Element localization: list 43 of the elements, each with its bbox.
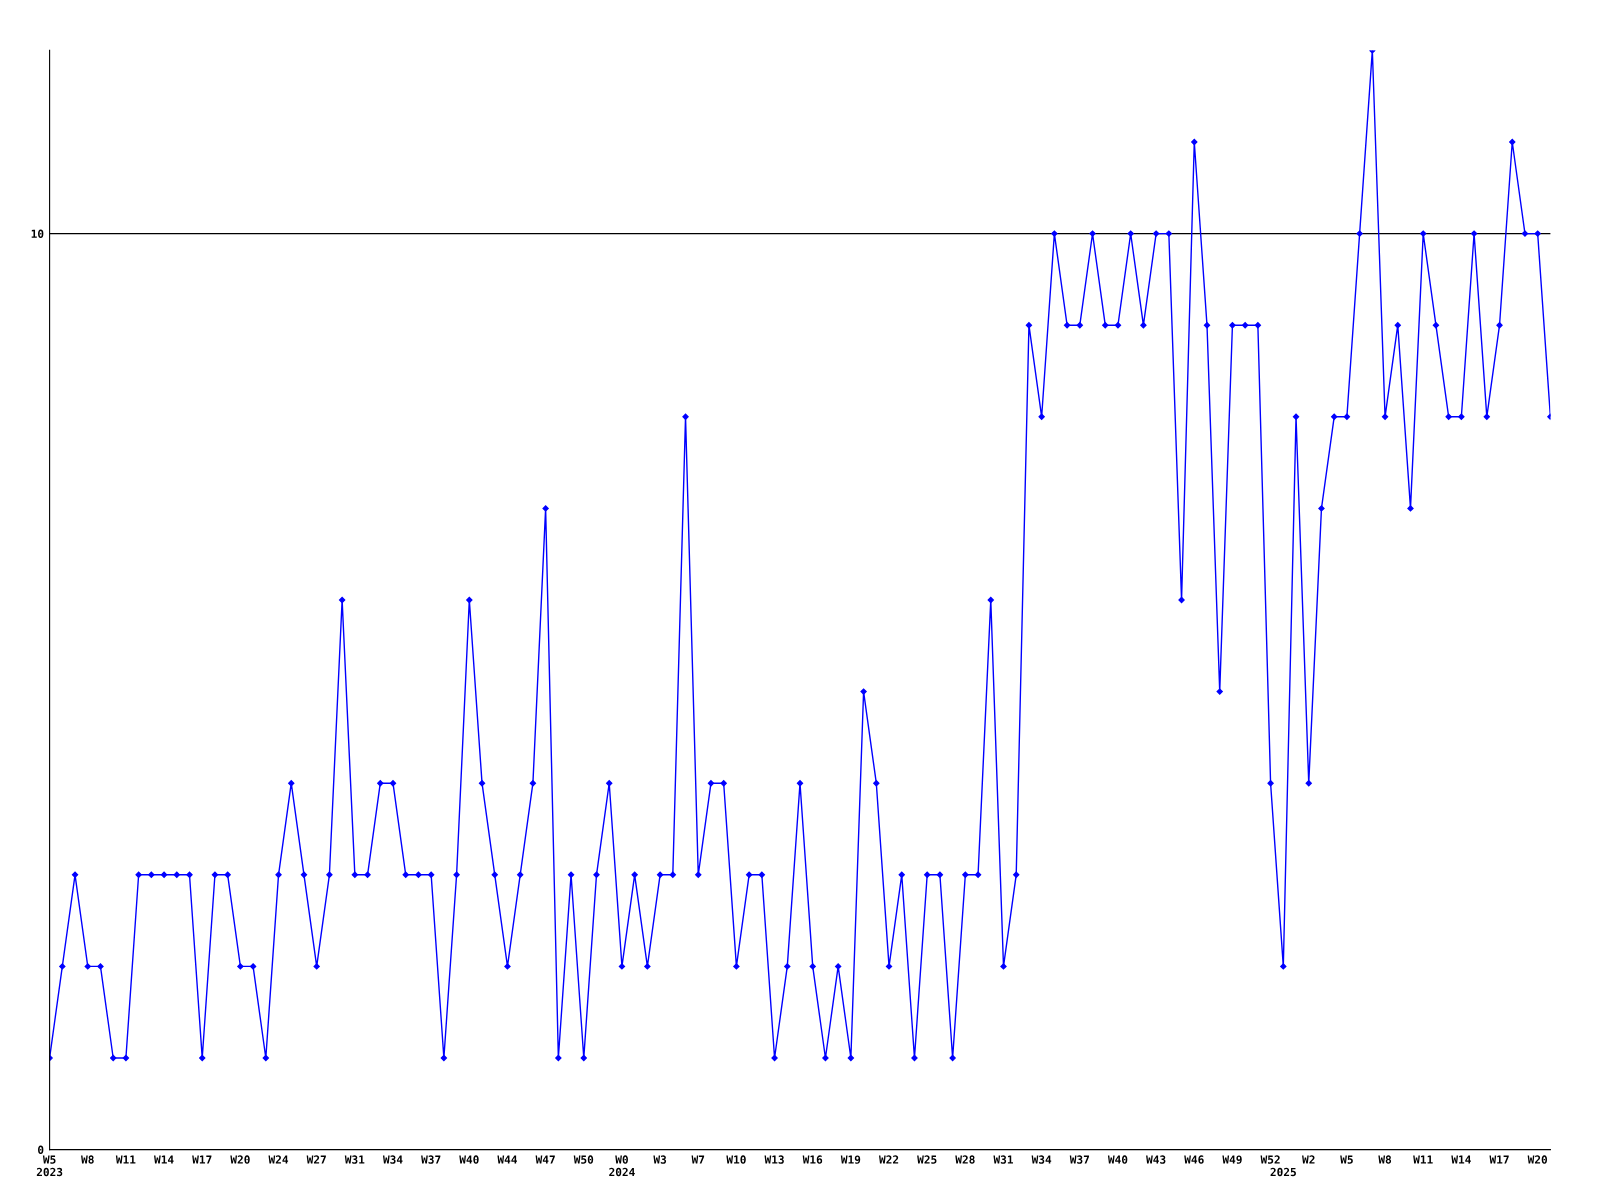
x-tick-label: W27 <box>306 1155 326 1164</box>
x-tick-label: W14 <box>154 1155 174 1164</box>
x-tick-label: W34 <box>1031 1155 1052 1164</box>
x-tick-label: W44 <box>497 1155 518 1164</box>
x-tick-label: W49 <box>1222 1155 1242 1164</box>
x-tick-label: W47 <box>535 1155 555 1164</box>
x-tick-label: W31 <box>344 1155 365 1164</box>
x-tick-label: W52 <box>1260 1155 1280 1164</box>
x-tick-label: W40 <box>459 1155 479 1164</box>
y-tick-label: 0 <box>38 1145 44 1154</box>
x-tick-label: W5 2023 <box>36 1155 63 1177</box>
x-tick-label: W14 <box>1451 1155 1471 1164</box>
x-tick-label: W50 <box>573 1155 594 1164</box>
x-tick-label: W5 <box>1340 1155 1353 1164</box>
x-tick-label: W31 <box>993 1155 1013 1164</box>
x-tick-label: W40 <box>1107 1155 1128 1164</box>
x-tick-label: W2 <box>1302 1155 1315 1164</box>
x-tick-label: W11 <box>115 1155 136 1164</box>
x-tick-label: W28 <box>955 1155 975 1164</box>
x-tick-label: W37 <box>421 1155 441 1164</box>
x-tick-label: W17 <box>1489 1155 1509 1164</box>
x-tick-label: W46 <box>1184 1155 1204 1164</box>
x-tick-label: W8 <box>81 1155 94 1164</box>
x-tick-label: W8 <box>1378 1155 1392 1164</box>
x-tick-label: W17 <box>192 1155 212 1164</box>
x-tick-label: W0 2024 <box>609 1155 635 1177</box>
x-tick-label: W34 <box>382 1155 403 1164</box>
x-tick-label: W7 <box>691 1155 705 1164</box>
x-tick-label: W16 <box>802 1155 823 1164</box>
x-tick-label: W22 <box>879 1155 899 1164</box>
x-tick-label: W20 <box>1527 1155 1548 1164</box>
x-tick-label: W24 <box>268 1155 289 1164</box>
y-tick-label: 10 <box>31 229 44 238</box>
x-tick-label: W19 <box>840 1155 861 1164</box>
x-tick-label: W20 <box>230 1155 250 1164</box>
x-tick-label: W25 <box>917 1155 937 1164</box>
x-tick-label: W37 <box>1069 1155 1090 1164</box>
x-tick-label: W11 <box>1413 1155 1433 1164</box>
x-tick-label: W3 <box>653 1155 667 1164</box>
x-tick-label: W10 <box>726 1155 746 1164</box>
x-tick-label: 2025 <box>1270 1167 1296 1177</box>
x-tick-label: W43 <box>1146 1155 1166 1164</box>
x-tick-label: W13 <box>764 1155 784 1164</box>
